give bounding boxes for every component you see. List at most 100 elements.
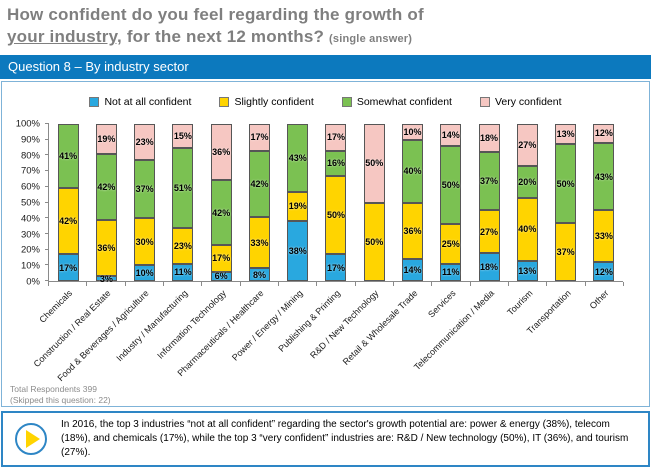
title-line1: How confident do you feel regarding the … — [7, 5, 424, 24]
segment-value-label: 50% — [365, 158, 384, 169]
legend-item: Very confident — [479, 96, 562, 108]
bar-column: 12% 33% 43% 12% — [585, 124, 623, 281]
bar-segment: 43% — [287, 124, 309, 192]
bar-segment: 12% — [593, 124, 615, 143]
stacked-bar: 13% 40% 20% 27% — [516, 124, 538, 281]
x-category-label: Construction / Real Estate — [31, 288, 113, 370]
x-category-label: Information Technology — [154, 288, 228, 361]
bar-segment: 43% — [593, 142, 615, 211]
segment-value-label: 37% — [556, 246, 575, 257]
bar-column: 17% 50% 16% 17% — [317, 124, 355, 281]
skipped-question: (Skipped this question: 22) — [10, 394, 111, 405]
bar-column: 6% 17% 42% 36% — [202, 124, 240, 281]
segment-value-label: 18% — [480, 133, 499, 144]
bar-segment: 23% — [172, 227, 194, 264]
segment-value-label: 11% — [174, 267, 192, 278]
segment-value-label: 50% — [326, 210, 345, 221]
segment-value-label: 20% — [518, 177, 537, 188]
bar-segment: 18% — [478, 124, 500, 153]
segment-value-label: 18% — [480, 261, 499, 272]
segment-value-label: 30% — [135, 236, 154, 247]
x-tick-mark — [584, 282, 586, 286]
y-tick-mark — [45, 217, 49, 219]
bar-segment: 42% — [57, 188, 79, 255]
bar-column: 3% 36% 42% 19% — [87, 124, 125, 284]
total-respondents: Total Respondents 399 — [10, 384, 97, 394]
bar-column: 10% 30% 37% 23% — [126, 124, 164, 281]
segment-value-label: 27% — [480, 226, 499, 237]
stacked-bar-chart: 0% 10% 20% 30% 40% 50% 60% 70% 80% 90% 100% 17% 42%… — [2, 119, 649, 288]
segment-value-label: 40% — [403, 166, 422, 177]
stacked-bar: 50% 50% — [363, 124, 385, 281]
x-tick-mark — [278, 282, 279, 286]
x-tick-mark — [431, 282, 433, 286]
question-banner: Question 8 – By industry sector — [0, 55, 651, 79]
bar-segment: 10% — [402, 124, 424, 140]
bar-segment: 40% — [516, 197, 538, 261]
x-category-label: Retail & Wholesale Trade — [340, 288, 420, 367]
stacked-bar: 8% 33% 42% 17% — [248, 124, 270, 281]
bar-segment: 16% — [325, 150, 347, 176]
y-tick-mark — [45, 201, 49, 203]
y-tick-label: 70% — [20, 165, 40, 177]
stacked-bar: 10% 30% 37% 23% — [134, 124, 156, 281]
x-tick-mark — [124, 282, 126, 286]
bar-column: 50% 50% — [355, 124, 393, 281]
legend-item: Not at all confident — [89, 96, 191, 108]
bar-segment: 41% — [57, 124, 79, 189]
y-tick-label: 0% — [26, 276, 40, 288]
bar-segment: 13% — [555, 124, 577, 145]
stacked-bar: 12% 33% 43% 12% — [593, 124, 615, 281]
legend-item: Somewhat confident — [341, 96, 452, 108]
bar-segment: 51% — [172, 147, 194, 228]
bar-segment: 17% — [57, 254, 79, 281]
bar-segment: 30% — [134, 218, 156, 266]
stacked-bar: 17% 50% 16% 17% — [325, 124, 347, 281]
x-category-label: R&D / New Technology — [308, 288, 381, 361]
segment-value-label: 17% — [250, 132, 269, 143]
bar-segment: 40% — [402, 139, 424, 203]
segment-value-label: 12% — [594, 128, 613, 139]
y-tick-mark — [45, 138, 49, 140]
segment-value-label: 50% — [441, 180, 460, 191]
segment-value-label: 50% — [365, 236, 384, 247]
bar-segment: 17% — [210, 245, 232, 272]
bar-segment: 3% — [95, 274, 117, 284]
x-axis-labels: Chemicals Construction / Real Estate Food … — [32, 282, 624, 383]
y-tick-label: 80% — [20, 150, 40, 162]
chart-legend: Not at all confident Slightly confident So… — [2, 94, 649, 110]
stacked-bar: 17% 42% 41% — [57, 124, 79, 281]
y-tick-label: 10% — [20, 260, 40, 272]
bar-segment: 13% — [516, 260, 538, 281]
y-tick-label: 50% — [20, 197, 40, 209]
segment-value-label: 8% — [252, 269, 266, 280]
bar-segment: 18% — [478, 252, 500, 281]
bar-column: 11% 23% 51% 15% — [164, 124, 202, 281]
x-category-label: Tourism — [504, 288, 535, 318]
segment-value-label: 17% — [212, 253, 231, 264]
bar-segment: 33% — [593, 210, 615, 263]
segment-value-label: 13% — [556, 129, 575, 140]
chart-container: Not at all confident Slightly confident So… — [1, 81, 650, 407]
segment-value-label: 25% — [441, 239, 460, 250]
segment-value-label: 13% — [518, 265, 537, 276]
legend-label: Slightly confident — [234, 96, 314, 108]
bar-segment: 14% — [440, 124, 462, 146]
y-tick-mark — [45, 280, 49, 281]
bar-segment: 14% — [402, 259, 424, 281]
bar-column: 11% 25% 50% 14% — [432, 124, 470, 281]
stacked-bar: 11% 23% 51% 15% — [172, 124, 194, 281]
bar-segment: 17% — [248, 124, 270, 151]
x-tick-mark — [201, 282, 203, 286]
segment-value-label: 17% — [326, 132, 345, 143]
segment-value-label: 27% — [518, 140, 537, 151]
respondents-note: Total Respondents 399 (Skipped this ques… — [10, 384, 649, 405]
legend-label: Somewhat confident — [356, 96, 452, 108]
legend-label: Very confident — [494, 96, 562, 108]
y-tick-label: 100% — [15, 118, 40, 130]
bar-segment: 33% — [248, 216, 270, 269]
x-tick-mark — [48, 282, 49, 286]
bar-segment: 38% — [287, 221, 309, 281]
bar-segment: 15% — [172, 124, 194, 148]
bar-segment: 42% — [248, 150, 270, 217]
